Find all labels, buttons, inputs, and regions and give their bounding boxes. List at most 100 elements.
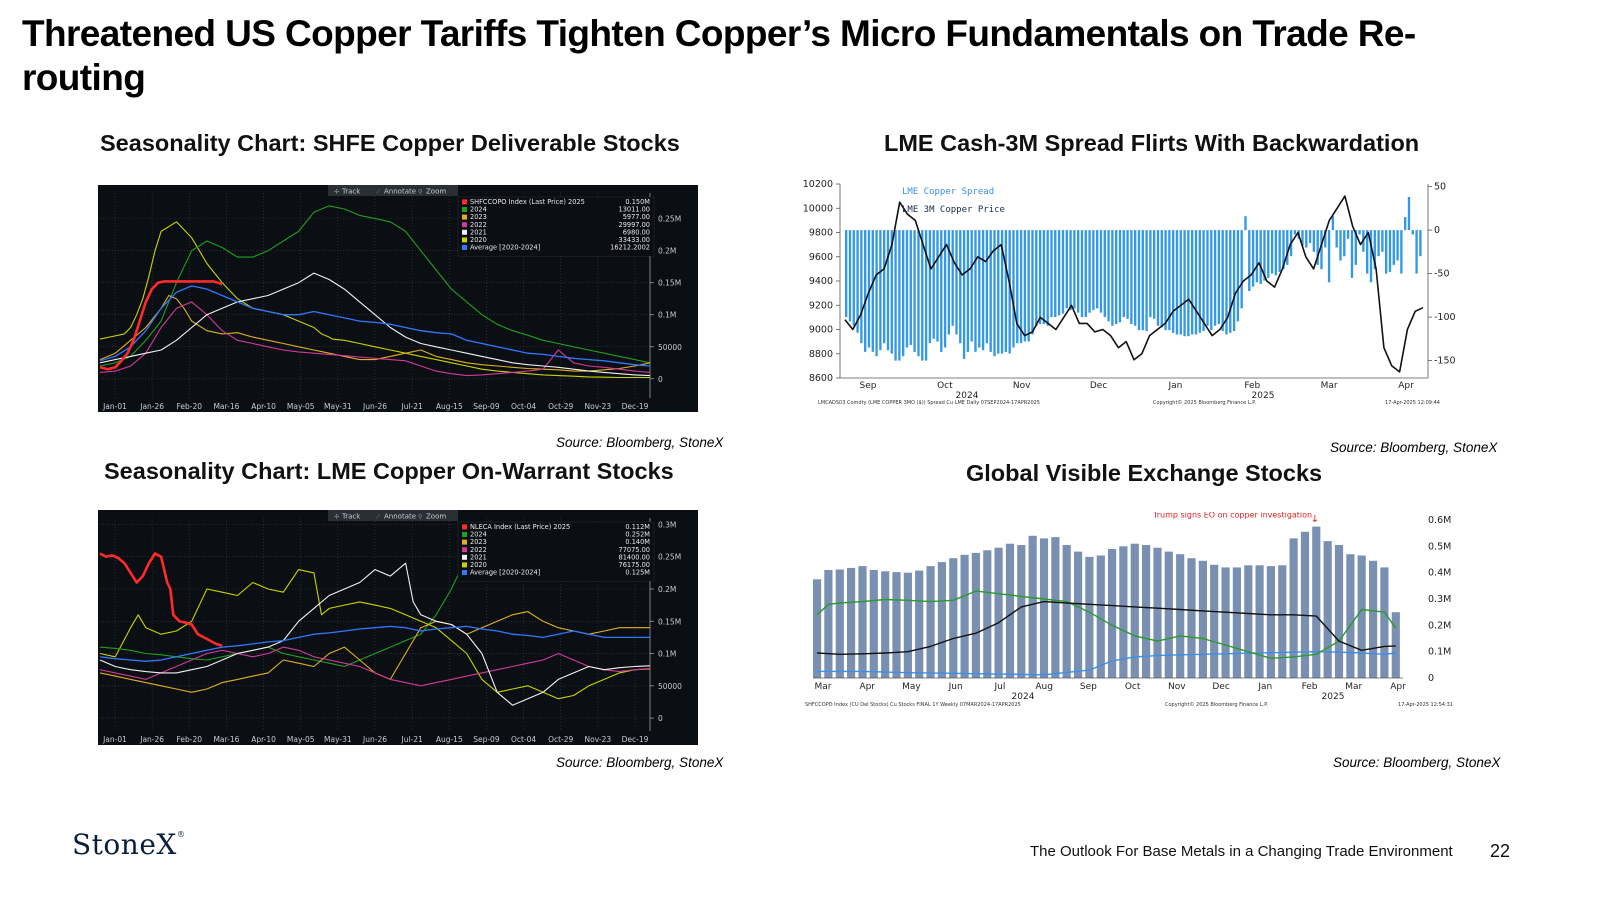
spread-bar (1346, 230, 1350, 239)
legend-label: NLECA Index (Last Price) 2025 (470, 523, 570, 531)
spread-bar (1065, 230, 1068, 309)
legend-swatch-y2022 (462, 547, 467, 553)
right-tick-label: 0.2M (1428, 620, 1451, 631)
legend-value: 29997.00 (619, 221, 650, 229)
spread-bar (940, 230, 943, 352)
x-tick-label: Aug-15 (436, 735, 463, 744)
spread-bar (1312, 230, 1316, 252)
stocks-bar (881, 571, 890, 678)
y-tick-label: 0.1M (658, 311, 676, 320)
month-label: Apr (1390, 682, 1406, 692)
shfe-seasonality-chart: Jan-01 Jan-26 Feb-20 Mar-16 Apr-10 May-05 May-… (98, 185, 698, 412)
toolbar-background (328, 185, 458, 196)
spread-bar (1305, 230, 1308, 248)
month-label: Jan (1167, 381, 1182, 391)
series-line-y2025 (99, 552, 223, 648)
x-tick-label: Mar-16 (213, 735, 239, 744)
spread-bar (913, 230, 916, 352)
spread-bar (1232, 230, 1236, 331)
spread-bar (924, 230, 928, 361)
spread-bar (981, 230, 985, 351)
x-tick-label: Oct-29 (548, 735, 573, 744)
stocks-bar (1334, 545, 1344, 678)
spread-bar (993, 230, 996, 357)
x-tick-label: Sep-09 (473, 735, 500, 744)
legend-swatch-y2025 (462, 524, 467, 530)
chart-title-global: Global Visible Exchange Stocks (966, 460, 1323, 486)
x-tick-label: May-05 (287, 735, 315, 744)
spread-bar (1320, 230, 1323, 270)
legend-swatch-y2024 (462, 207, 467, 212)
spread-bar (1096, 230, 1099, 309)
spread-bar (856, 230, 859, 333)
legend-swatch-y2020 (462, 562, 467, 568)
spread-bar (1198, 230, 1201, 333)
stocks-bar (847, 567, 856, 678)
spread-bar (1286, 230, 1289, 265)
spread-bar (1324, 230, 1327, 248)
stocks-bar (869, 570, 878, 678)
spread-bar (1236, 230, 1240, 322)
spread-bar (875, 230, 878, 357)
stocks-bar (1187, 558, 1196, 678)
spread-bar (886, 230, 890, 351)
left-tick-label: 10000 (803, 203, 833, 214)
right-tick-label: 0 (1428, 673, 1434, 684)
y-tick-label: 0.15M (658, 279, 681, 288)
spread-bar (883, 230, 886, 344)
legend-label: 2022 (470, 221, 487, 229)
series-line-avg (99, 285, 651, 367)
spread-bar (1419, 230, 1422, 257)
month-label: Nov (1013, 381, 1031, 391)
spread-bar (1054, 230, 1057, 318)
spread-bar (871, 230, 874, 352)
right-tick-label: 0.4M (1428, 568, 1451, 579)
spread-bar (1069, 230, 1072, 311)
source-shfe: Source: Bloomberg, StoneX (556, 435, 724, 450)
stocks-bar (1266, 566, 1275, 678)
spread-bar (1225, 230, 1228, 335)
spread-bar (1202, 230, 1205, 331)
y-tick-label: 50000 (658, 682, 682, 691)
spread-bar (1400, 230, 1403, 274)
stonex-logo: StoneX® (72, 828, 185, 861)
stocks-bar (1357, 555, 1366, 678)
spread-bar (1369, 230, 1373, 283)
chart-toolbar: ✣ Track ⟋ Annotate ⚲ Zoom (328, 510, 458, 521)
stocks-bar (960, 554, 969, 678)
y-tick-label: 50000 (658, 343, 682, 352)
spread-bar (936, 230, 939, 342)
legend-label: 2021 (470, 228, 487, 236)
series-line-y2024 (99, 205, 651, 367)
year-label: 2024 (1012, 692, 1035, 702)
stocks-bar (937, 562, 946, 678)
year-label: 2024 (956, 391, 979, 401)
legend-value: 5977.00 (623, 213, 650, 221)
spread-bar (1244, 216, 1247, 231)
y-tick-label: 0 (658, 714, 663, 723)
spread-bar (1080, 230, 1084, 318)
spread-bar (1217, 230, 1221, 325)
legend-label: 2024 (470, 531, 487, 539)
footnote-copyright: Copyright© 2025 Bloomberg Finance L.P. (1165, 701, 1268, 708)
spread-bar (955, 230, 958, 335)
spread-bar (1145, 230, 1148, 331)
spread-bar (1012, 230, 1015, 348)
x-tick-label: Apr-10 (251, 402, 276, 411)
legend-background (457, 196, 655, 257)
spread-bar (1042, 230, 1046, 325)
spread-bar (1084, 230, 1087, 318)
month-label: Feb (1302, 682, 1318, 692)
right-tick-label: -150 (1434, 356, 1456, 367)
stocks-bar (903, 572, 912, 678)
right-tick-label: 0.6M (1428, 515, 1451, 526)
x-tick-label: Mar-16 (213, 402, 239, 411)
spread-bar (867, 230, 871, 348)
stocks-bar (1346, 554, 1355, 678)
chart-legend: SHFCCOPO Index (Last Price) 2025 0.150M 20… (457, 196, 655, 257)
spread-bar (1008, 230, 1011, 354)
right-tick-label: -100 (1434, 312, 1456, 323)
spread-bar (1061, 230, 1065, 314)
month-label: Dec (1212, 682, 1229, 692)
spread-bar (1274, 230, 1278, 276)
